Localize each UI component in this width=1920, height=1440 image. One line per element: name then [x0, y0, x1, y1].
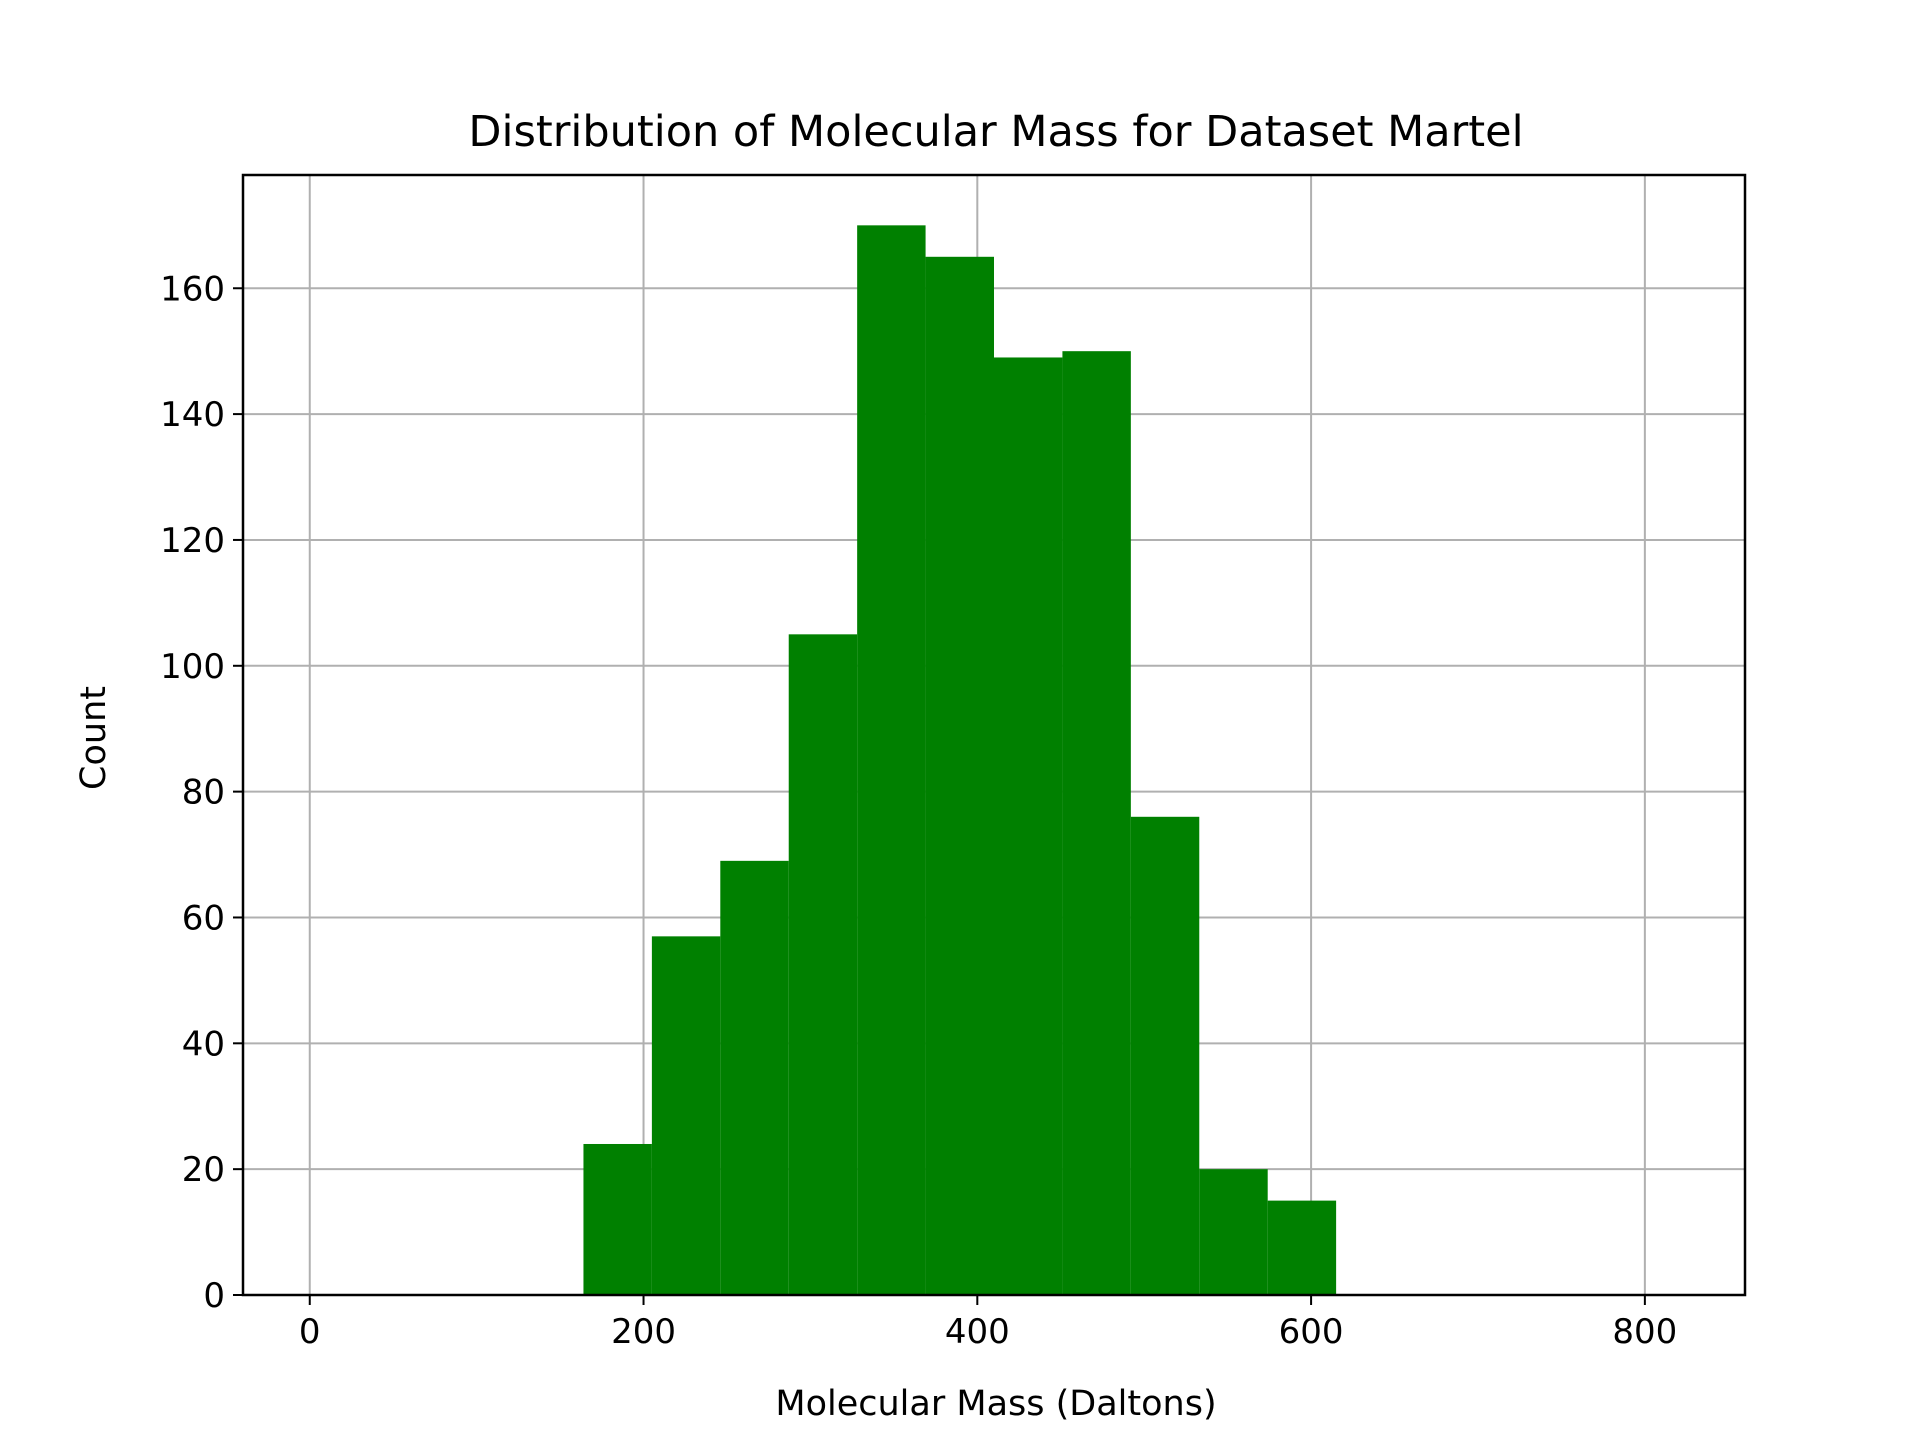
y-tick-label: 80 — [182, 773, 225, 813]
axes: 0 200 400 600 800 0 20 40 60 80 100 120 140 160 — [160, 173, 1747, 1352]
y-tick-label: 0 — [203, 1276, 225, 1316]
histogram-bar — [720, 860, 789, 1295]
histogram-bar — [583, 1143, 652, 1295]
x-tick-label: 200 — [611, 1312, 676, 1352]
y-tick-label: 20 — [182, 1150, 225, 1190]
histogram-bar — [1199, 1169, 1268, 1295]
histogram-bar — [994, 357, 1063, 1295]
bars — [583, 225, 1337, 1296]
histogram-bar — [1267, 1200, 1337, 1295]
y-tick-label: 120 — [160, 521, 225, 561]
x-axis-title: Molecular Mass (Daltons) — [775, 1384, 1216, 1424]
y-tick-label: 100 — [160, 647, 225, 687]
histogram-bar — [1062, 351, 1131, 1295]
x-tick-label: 400 — [945, 1312, 1010, 1352]
y-tick-label: 160 — [160, 269, 225, 309]
x-tick-label: 600 — [1279, 1312, 1344, 1352]
y-tick-label: 140 — [160, 395, 225, 435]
x-tick-label: 800 — [1612, 1312, 1677, 1352]
y-tick-label: 40 — [182, 1024, 225, 1064]
histogram-bar — [1130, 816, 1200, 1295]
histogram-bar — [788, 634, 858, 1295]
histogram-bar — [925, 256, 994, 1296]
x-tick-label: 0 — [299, 1312, 321, 1352]
histogram-bar — [651, 936, 721, 1295]
plot-frame — [241, 173, 1747, 1297]
chart-title: Distribution of Molecular Mass for Datas… — [468, 107, 1523, 157]
histogram-bar — [857, 225, 926, 1296]
y-tick-label: 60 — [182, 898, 225, 938]
y-axis-title: Count — [74, 686, 114, 790]
